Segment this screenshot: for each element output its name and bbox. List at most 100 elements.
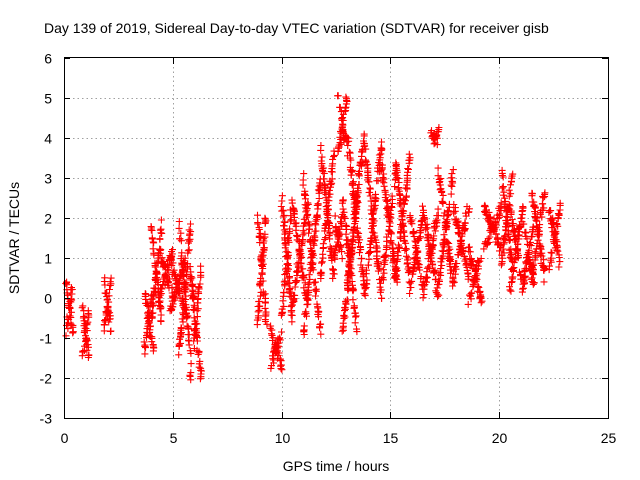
data-point bbox=[82, 332, 89, 340]
data-point bbox=[157, 216, 165, 224]
data-point bbox=[387, 210, 395, 218]
data-point bbox=[68, 286, 76, 293]
data-point bbox=[357, 246, 365, 254]
data-point bbox=[183, 271, 190, 279]
data-point bbox=[153, 273, 161, 281]
data-point bbox=[449, 179, 457, 187]
data-point bbox=[392, 271, 400, 279]
data-point bbox=[501, 194, 509, 202]
data-point bbox=[261, 312, 269, 320]
data-point bbox=[453, 218, 461, 226]
data-point bbox=[433, 134, 441, 142]
y-tick-label: -2 bbox=[40, 371, 53, 387]
data-point bbox=[508, 222, 516, 230]
data-point bbox=[348, 166, 356, 174]
data-point bbox=[444, 238, 452, 246]
data-point bbox=[445, 211, 453, 218]
data-point bbox=[535, 231, 543, 238]
data-point bbox=[150, 284, 158, 292]
data-point bbox=[338, 327, 346, 335]
data-point bbox=[318, 269, 326, 277]
data-point bbox=[400, 207, 408, 215]
data-point bbox=[185, 341, 193, 349]
data-point bbox=[526, 238, 534, 246]
data-point bbox=[334, 92, 342, 100]
data-point bbox=[354, 187, 362, 195]
data-point bbox=[186, 347, 194, 355]
data-point bbox=[326, 190, 334, 198]
data-point bbox=[328, 165, 336, 173]
data-point bbox=[422, 225, 430, 233]
data-point bbox=[318, 258, 326, 266]
data-point bbox=[506, 286, 514, 294]
data-point bbox=[387, 230, 395, 238]
data-point bbox=[551, 229, 558, 237]
data-point bbox=[548, 249, 556, 257]
data-point bbox=[338, 220, 345, 228]
data-point bbox=[312, 292, 319, 300]
data-point bbox=[450, 201, 458, 208]
data-point bbox=[431, 227, 439, 235]
data-point bbox=[457, 237, 465, 245]
data-point bbox=[64, 291, 71, 299]
data-point bbox=[519, 203, 527, 211]
data-point bbox=[515, 228, 523, 236]
data-point bbox=[276, 355, 284, 363]
data-point bbox=[462, 212, 470, 220]
data-point bbox=[477, 255, 485, 262]
data-point bbox=[506, 202, 514, 210]
data-point bbox=[394, 248, 402, 256]
data-point bbox=[365, 255, 373, 263]
data-point bbox=[388, 203, 395, 211]
data-point bbox=[408, 220, 416, 228]
data-point bbox=[434, 293, 442, 301]
data-point bbox=[309, 250, 317, 258]
data-point bbox=[259, 253, 267, 261]
data-point bbox=[366, 192, 374, 200]
data-point bbox=[83, 346, 91, 354]
data-point bbox=[306, 220, 314, 228]
x-tick-label: 10 bbox=[275, 430, 291, 446]
data-point bbox=[154, 281, 162, 288]
x-tick-label: 5 bbox=[170, 430, 178, 446]
data-point bbox=[537, 244, 544, 252]
data-point bbox=[461, 219, 469, 227]
data-point bbox=[519, 284, 527, 292]
data-point bbox=[398, 221, 406, 229]
data-point bbox=[305, 271, 313, 279]
data-point bbox=[425, 234, 433, 242]
data-point bbox=[393, 174, 401, 181]
data-point bbox=[300, 170, 308, 178]
data-point bbox=[281, 240, 289, 248]
data-point bbox=[379, 276, 387, 284]
data-point bbox=[299, 236, 307, 243]
data-point bbox=[361, 142, 369, 150]
data-point bbox=[197, 262, 205, 270]
data-point bbox=[394, 175, 402, 182]
data-point bbox=[260, 244, 268, 252]
data-point bbox=[352, 312, 360, 320]
data-point bbox=[473, 262, 481, 270]
data-point bbox=[362, 145, 370, 153]
data-point bbox=[312, 227, 320, 235]
x-tick-label: 20 bbox=[492, 430, 508, 446]
data-point bbox=[151, 263, 159, 271]
y-tick-label: 6 bbox=[44, 51, 52, 67]
data-point bbox=[288, 311, 296, 319]
data-point bbox=[487, 213, 494, 221]
data-point bbox=[423, 224, 431, 232]
data-point bbox=[291, 283, 299, 291]
data-point bbox=[467, 290, 475, 297]
data-point bbox=[391, 183, 399, 191]
data-point bbox=[449, 277, 457, 285]
data-point bbox=[431, 266, 439, 274]
data-point bbox=[365, 261, 372, 269]
data-point bbox=[177, 339, 184, 347]
data-point bbox=[106, 309, 114, 317]
data-point bbox=[435, 291, 443, 299]
data-point bbox=[286, 285, 293, 293]
data-point bbox=[143, 302, 151, 309]
data-point bbox=[396, 244, 403, 252]
data-point bbox=[478, 297, 486, 305]
data-point bbox=[175, 224, 183, 232]
